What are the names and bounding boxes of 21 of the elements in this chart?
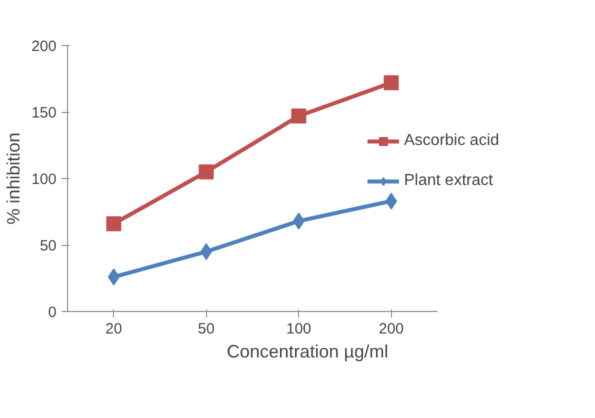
point [198,164,214,180]
legend-label: Plant extract [404,172,493,190]
y-tick-label: 0 [48,304,56,321]
y-tick-label: 200 [31,38,57,55]
point [292,212,305,230]
y-tick-label: 100 [31,171,57,188]
point [200,243,212,260]
point [106,216,122,232]
x-tick-label: 50 [198,320,215,338]
point [291,108,306,124]
x-tick-label: 20 [105,320,122,338]
point [385,192,398,210]
x-tick-label: 200 [378,320,404,338]
x-tick-label: 100 [286,320,312,338]
x-axis-title: Concentration µg/ml [226,342,388,362]
y-tick-label: 150 [31,104,57,122]
y-axis-title: % inhibition [3,132,24,225]
legend-label: Ascorbic acid [404,132,500,150]
y-tick-label: 50 [40,238,57,254]
point [384,75,399,90]
point [108,268,120,286]
